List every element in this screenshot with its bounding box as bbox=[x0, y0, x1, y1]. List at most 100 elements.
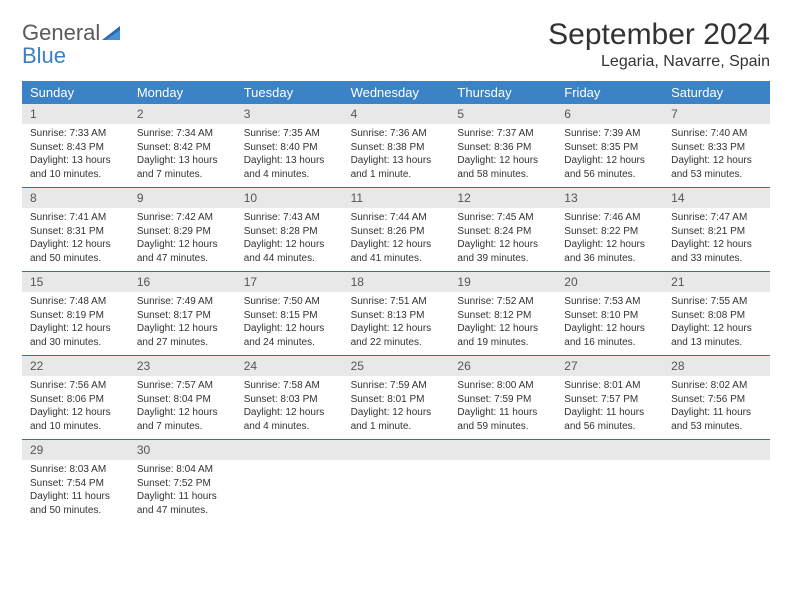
day-cell: 3Sunrise: 7:35 AMSunset: 8:40 PMDaylight… bbox=[236, 104, 343, 187]
day-content-empty bbox=[663, 460, 770, 516]
day-content: Sunrise: 7:37 AMSunset: 8:36 PMDaylight:… bbox=[449, 124, 556, 187]
day-content: Sunrise: 7:42 AMSunset: 8:29 PMDaylight:… bbox=[129, 208, 236, 271]
day-number-empty bbox=[236, 440, 343, 460]
day-number: 30 bbox=[129, 440, 236, 460]
day-content: Sunrise: 7:53 AMSunset: 8:10 PMDaylight:… bbox=[556, 292, 663, 355]
day-content: Sunrise: 7:56 AMSunset: 8:06 PMDaylight:… bbox=[22, 376, 129, 439]
daylight-text: Daylight: 12 hours and 16 minutes. bbox=[564, 322, 655, 349]
day-content: Sunrise: 7:35 AMSunset: 8:40 PMDaylight:… bbox=[236, 124, 343, 187]
day-cell: 28Sunrise: 8:02 AMSunset: 7:56 PMDayligh… bbox=[663, 356, 770, 439]
day-number: 23 bbox=[129, 356, 236, 376]
day-content-empty bbox=[556, 460, 663, 516]
sunset-text: Sunset: 8:29 PM bbox=[137, 225, 228, 239]
dayname-row: Sunday Monday Tuesday Wednesday Thursday… bbox=[22, 81, 770, 104]
day-number: 22 bbox=[22, 356, 129, 376]
day-number: 17 bbox=[236, 272, 343, 292]
sunset-text: Sunset: 8:28 PM bbox=[244, 225, 335, 239]
sunset-text: Sunset: 7:56 PM bbox=[671, 393, 762, 407]
daylight-text: Daylight: 12 hours and 4 minutes. bbox=[244, 406, 335, 433]
day-content: Sunrise: 7:41 AMSunset: 8:31 PMDaylight:… bbox=[22, 208, 129, 271]
daylight-text: Daylight: 12 hours and 47 minutes. bbox=[137, 238, 228, 265]
day-cell bbox=[449, 440, 556, 523]
sunrise-text: Sunrise: 8:00 AM bbox=[457, 379, 548, 393]
day-cell: 29Sunrise: 8:03 AMSunset: 7:54 PMDayligh… bbox=[22, 440, 129, 523]
daylight-text: Daylight: 13 hours and 10 minutes. bbox=[30, 154, 121, 181]
sunset-text: Sunset: 8:15 PM bbox=[244, 309, 335, 323]
week-row: 8Sunrise: 7:41 AMSunset: 8:31 PMDaylight… bbox=[22, 187, 770, 271]
day-cell: 15Sunrise: 7:48 AMSunset: 8:19 PMDayligh… bbox=[22, 272, 129, 355]
day-number: 6 bbox=[556, 104, 663, 124]
sunrise-text: Sunrise: 8:04 AM bbox=[137, 463, 228, 477]
sunrise-text: Sunrise: 7:59 AM bbox=[351, 379, 442, 393]
day-number: 28 bbox=[663, 356, 770, 376]
day-content: Sunrise: 7:33 AMSunset: 8:43 PMDaylight:… bbox=[22, 124, 129, 187]
day-content: Sunrise: 7:59 AMSunset: 8:01 PMDaylight:… bbox=[343, 376, 450, 439]
daylight-text: Daylight: 12 hours and 22 minutes. bbox=[351, 322, 442, 349]
sunrise-text: Sunrise: 7:36 AM bbox=[351, 127, 442, 141]
daylight-text: Daylight: 13 hours and 4 minutes. bbox=[244, 154, 335, 181]
day-cell bbox=[343, 440, 450, 523]
day-number: 3 bbox=[236, 104, 343, 124]
day-content: Sunrise: 7:57 AMSunset: 8:04 PMDaylight:… bbox=[129, 376, 236, 439]
day-cell: 21Sunrise: 7:55 AMSunset: 8:08 PMDayligh… bbox=[663, 272, 770, 355]
day-cell: 27Sunrise: 8:01 AMSunset: 7:57 PMDayligh… bbox=[556, 356, 663, 439]
daylight-text: Daylight: 12 hours and 1 minute. bbox=[351, 406, 442, 433]
daylight-text: Daylight: 11 hours and 53 minutes. bbox=[671, 406, 762, 433]
sunrise-text: Sunrise: 7:58 AM bbox=[244, 379, 335, 393]
dayname: Tuesday bbox=[236, 81, 343, 104]
sunset-text: Sunset: 8:19 PM bbox=[30, 309, 121, 323]
sunset-text: Sunset: 8:10 PM bbox=[564, 309, 655, 323]
sunset-text: Sunset: 8:06 PM bbox=[30, 393, 121, 407]
sunrise-text: Sunrise: 7:48 AM bbox=[30, 295, 121, 309]
day-number: 7 bbox=[663, 104, 770, 124]
sunrise-text: Sunrise: 7:37 AM bbox=[457, 127, 548, 141]
daylight-text: Daylight: 12 hours and 53 minutes. bbox=[671, 154, 762, 181]
day-number-empty bbox=[556, 440, 663, 460]
day-cell: 6Sunrise: 7:39 AMSunset: 8:35 PMDaylight… bbox=[556, 104, 663, 187]
daylight-text: Daylight: 12 hours and 33 minutes. bbox=[671, 238, 762, 265]
day-number: 10 bbox=[236, 188, 343, 208]
day-cell: 12Sunrise: 7:45 AMSunset: 8:24 PMDayligh… bbox=[449, 188, 556, 271]
dayname: Wednesday bbox=[343, 81, 450, 104]
sunrise-text: Sunrise: 7:46 AM bbox=[564, 211, 655, 225]
daylight-text: Daylight: 11 hours and 56 minutes. bbox=[564, 406, 655, 433]
day-content: Sunrise: 7:34 AMSunset: 8:42 PMDaylight:… bbox=[129, 124, 236, 187]
day-number: 1 bbox=[22, 104, 129, 124]
sunset-text: Sunset: 8:35 PM bbox=[564, 141, 655, 155]
day-cell: 1Sunrise: 7:33 AMSunset: 8:43 PMDaylight… bbox=[22, 104, 129, 187]
day-content: Sunrise: 7:52 AMSunset: 8:12 PMDaylight:… bbox=[449, 292, 556, 355]
logo-text-1: General bbox=[22, 20, 100, 45]
sunrise-text: Sunrise: 7:44 AM bbox=[351, 211, 442, 225]
day-number-empty bbox=[449, 440, 556, 460]
day-content-empty bbox=[449, 460, 556, 516]
sunset-text: Sunset: 8:24 PM bbox=[457, 225, 548, 239]
day-number: 13 bbox=[556, 188, 663, 208]
sunrise-text: Sunrise: 7:55 AM bbox=[671, 295, 762, 309]
sunset-text: Sunset: 8:17 PM bbox=[137, 309, 228, 323]
logo-text-2: Blue bbox=[22, 43, 66, 68]
sunrise-text: Sunrise: 7:45 AM bbox=[457, 211, 548, 225]
day-cell: 5Sunrise: 7:37 AMSunset: 8:36 PMDaylight… bbox=[449, 104, 556, 187]
day-number: 18 bbox=[343, 272, 450, 292]
month-title: September 2024 bbox=[548, 18, 770, 51]
dayname: Thursday bbox=[449, 81, 556, 104]
day-content: Sunrise: 7:43 AMSunset: 8:28 PMDaylight:… bbox=[236, 208, 343, 271]
day-content: Sunrise: 7:50 AMSunset: 8:15 PMDaylight:… bbox=[236, 292, 343, 355]
dayname: Friday bbox=[556, 81, 663, 104]
logo: General Blue bbox=[22, 22, 124, 68]
header: General Blue September 2024 Legaria, Nav… bbox=[22, 18, 770, 71]
day-cell: 10Sunrise: 7:43 AMSunset: 8:28 PMDayligh… bbox=[236, 188, 343, 271]
day-cell: 20Sunrise: 7:53 AMSunset: 8:10 PMDayligh… bbox=[556, 272, 663, 355]
week-row: 22Sunrise: 7:56 AMSunset: 8:06 PMDayligh… bbox=[22, 355, 770, 439]
sunset-text: Sunset: 8:43 PM bbox=[30, 141, 121, 155]
day-content: Sunrise: 8:00 AMSunset: 7:59 PMDaylight:… bbox=[449, 376, 556, 439]
day-number-empty bbox=[343, 440, 450, 460]
day-number: 14 bbox=[663, 188, 770, 208]
daylight-text: Daylight: 12 hours and 19 minutes. bbox=[457, 322, 548, 349]
dayname: Monday bbox=[129, 81, 236, 104]
day-number: 8 bbox=[22, 188, 129, 208]
day-cell: 19Sunrise: 7:52 AMSunset: 8:12 PMDayligh… bbox=[449, 272, 556, 355]
day-cell bbox=[556, 440, 663, 523]
sunrise-text: Sunrise: 7:57 AM bbox=[137, 379, 228, 393]
day-cell: 8Sunrise: 7:41 AMSunset: 8:31 PMDaylight… bbox=[22, 188, 129, 271]
